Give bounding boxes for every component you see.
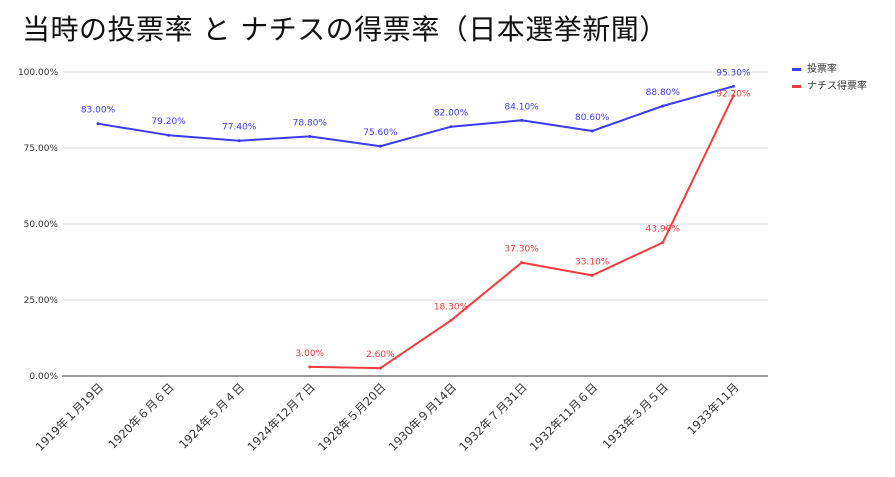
data-label: 75.60%	[363, 128, 398, 138]
data-point	[591, 129, 594, 132]
legend-swatch	[792, 68, 801, 71]
data-point	[450, 319, 453, 322]
data-label: 37.30%	[504, 245, 539, 255]
legend-label: ナチス得票率	[807, 79, 867, 92]
data-label: 18.30%	[434, 302, 469, 312]
line-chart: 0.00% 25.00% 50.00% 75.00% 100.00% 1919年１月19…	[0, 0, 895, 477]
y-tick-label: 0.00%	[29, 372, 58, 382]
legend-swatch	[792, 85, 801, 88]
data-point	[308, 365, 311, 368]
data-label: 82.00%	[434, 109, 469, 119]
x-tick-label: 1928年５月20日	[315, 380, 388, 453]
data-label: 79.20%	[151, 117, 186, 127]
series-lines	[97, 85, 735, 370]
y-tick-label: 100.00%	[18, 68, 58, 78]
x-tick-label: 1930年９月14日	[386, 380, 459, 453]
x-tick-label: 1933年11月	[684, 380, 741, 437]
data-point	[308, 135, 311, 138]
x-tick-label: 1924年12月７日	[244, 380, 317, 453]
y-tick-label: 75.00%	[24, 144, 59, 154]
data-point	[167, 134, 170, 137]
legend-label: 投票率	[807, 62, 837, 75]
data-label: 88.80%	[646, 88, 681, 98]
data-labels: 83.00% 79.20% 77.40% 78.80% 75.60% 82.00% 84.1…	[81, 68, 751, 360]
y-tick-label: 25.00%	[24, 296, 59, 306]
data-label: 95.30%	[716, 68, 751, 78]
data-point	[661, 105, 664, 108]
x-axis-ticks: 1919年１月19日 1920年６月６日 1924年５月４日1924年12月７日19…	[33, 380, 742, 453]
data-label: 80.60%	[575, 113, 610, 123]
data-point	[450, 125, 453, 128]
series-line-turnout	[98, 86, 733, 146]
x-tick-label: 1932年７月31日	[456, 380, 529, 453]
data-label: 33.10%	[575, 257, 610, 267]
data-point	[379, 145, 382, 148]
data-label: 92.20%	[716, 90, 751, 100]
data-label: 3.00%	[296, 349, 325, 359]
y-tick-label: 50.00%	[24, 220, 59, 230]
y-axis-ticks: 0.00% 25.00% 50.00% 75.00% 100.00%	[18, 68, 58, 382]
data-point	[591, 274, 594, 277]
data-label: 43.90%	[646, 225, 681, 235]
data-point	[238, 139, 241, 142]
x-tick-label: 1932年11月６日	[527, 380, 600, 453]
x-tick-label: 1919年１月19日	[33, 380, 106, 453]
data-label: 2.60%	[366, 350, 395, 360]
data-label: 84.10%	[504, 102, 539, 112]
data-point	[379, 367, 382, 370]
data-label: 83.00%	[81, 106, 116, 116]
data-point	[661, 241, 664, 244]
data-point	[520, 261, 523, 264]
data-point	[732, 85, 735, 88]
data-point	[520, 119, 523, 122]
data-label: 78.80%	[293, 118, 328, 128]
x-tick-label: 1920年６月６日	[105, 380, 176, 451]
data-point	[97, 122, 100, 125]
data-label: 77.40%	[222, 123, 257, 133]
x-tick-label: 1933年３月５日	[600, 380, 671, 451]
x-tick-label: 1924年５月４日	[176, 380, 247, 451]
